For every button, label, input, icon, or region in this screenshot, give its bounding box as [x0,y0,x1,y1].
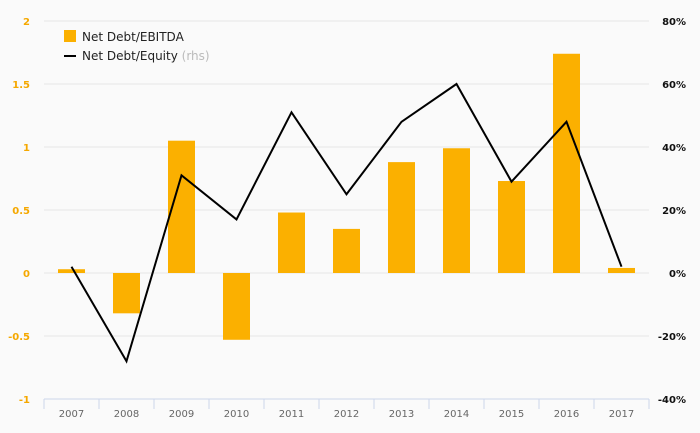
legend-rhs-note: (rhs) [182,49,210,63]
bar-2008 [113,273,140,314]
left-tick-label: -1 [19,395,30,406]
x-tick-label: 2010 [224,409,249,420]
right-tick-label: 0% [669,269,686,280]
x-tick-label: 2017 [609,409,634,420]
x-tick-label: 2016 [554,409,579,420]
bar-2015 [498,181,525,273]
x-tick-label: 2013 [389,409,414,420]
bar-2014 [443,148,470,273]
x-axis: 2007 2008 2009 2010 2011 2012 2013 2014 2015 2016… [43,398,650,420]
x-tick-label: 2007 [59,409,84,420]
right-tick-label: 20% [662,206,686,217]
right-tick-label: 60% [662,80,686,91]
right-axis: 80% 60% 40% 20% 0% -20% -40% [658,17,686,406]
left-tick-label: 0.5 [12,206,30,217]
legend-swatch-bar [64,30,76,42]
right-tick-label: -20% [658,332,686,343]
bar-2012 [333,228,360,273]
left-tick-label: 0 [23,269,30,280]
bar-2016 [553,53,580,274]
x-tick-label: 2012 [334,409,359,420]
x-tick-label: 2008 [114,409,139,420]
x-tick-label: 2014 [444,409,469,420]
x-tick-label: 2011 [279,409,304,420]
legend-equity-text: Net Debt/Equity [82,49,178,63]
right-tick-label: 40% [662,143,686,154]
legend-label-equity: Net Debt/Equity (rhs) [82,49,210,63]
bar-2007 [58,269,85,273]
bar-series [58,53,635,340]
left-tick-label: 1 [23,143,30,154]
left-axis: 2 1.5 1 0.5 0 -0.5 -1 [8,17,30,406]
legend-label-ebitda: Net Debt/EBITDA [82,30,185,44]
legend: Net Debt/EBITDA Net Debt/Equity (rhs) [64,30,210,63]
left-tick-label: 1.5 [12,80,30,91]
right-tick-label: -40% [658,395,686,406]
right-tick-label: 80% [662,17,686,28]
bar-2010 [223,273,250,340]
bar-2017 [608,267,635,273]
left-tick-label: -0.5 [8,332,30,343]
left-tick-label: 2 [23,17,30,28]
x-tick-label: 2009 [169,409,194,420]
equity-line [70,82,623,364]
bar-2013 [388,162,415,273]
x-tick-label: 2015 [499,409,524,420]
bar-2011 [278,212,305,273]
line-series [70,82,623,364]
